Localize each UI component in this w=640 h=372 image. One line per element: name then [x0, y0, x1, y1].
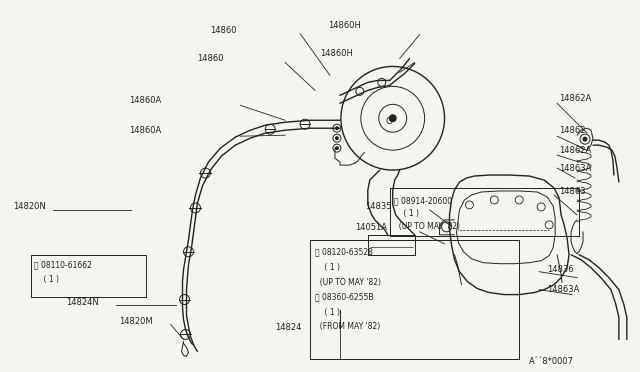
Text: Ⓑ 08110-61662: Ⓑ 08110-61662 [34, 261, 92, 270]
Text: 14836: 14836 [547, 265, 574, 274]
Text: 14862: 14862 [559, 126, 586, 135]
Text: (UP TO MAY '82): (UP TO MAY '82) [394, 222, 460, 231]
Text: (FROM MAY '82): (FROM MAY '82) [315, 323, 380, 331]
Circle shape [582, 137, 588, 142]
Text: 14835: 14835 [365, 202, 391, 211]
Circle shape [335, 126, 339, 130]
Text: ( 1 ): ( 1 ) [315, 308, 340, 317]
Circle shape [335, 136, 339, 140]
Text: G: G [385, 117, 392, 126]
Text: 14862A: 14862A [559, 145, 591, 155]
Text: (UP TO MAY '82): (UP TO MAY '82) [315, 278, 381, 287]
Text: ⓝ 08914-20600: ⓝ 08914-20600 [394, 196, 452, 205]
Text: A´´8*0007: A´´8*0007 [529, 357, 574, 366]
Text: ( 1 ): ( 1 ) [394, 209, 419, 218]
Bar [310, 240, 519, 359]
Circle shape [335, 146, 339, 150]
Text: 14860A: 14860A [129, 96, 161, 105]
Text: 14860: 14860 [211, 26, 237, 35]
Text: 14824N: 14824N [66, 298, 99, 307]
Bar [390, 188, 579, 236]
Text: ( 1 ): ( 1 ) [34, 275, 59, 284]
Text: 14862A: 14862A [559, 94, 591, 103]
Text: 14860H: 14860H [328, 21, 361, 30]
Circle shape [388, 114, 397, 122]
Text: 14863: 14863 [559, 187, 586, 196]
Bar [31, 255, 146, 296]
Text: 14820N: 14820N [13, 202, 46, 211]
Text: 14824: 14824 [275, 323, 301, 332]
Text: 14863A: 14863A [547, 285, 580, 294]
Text: Ⓑ 08360-6255B: Ⓑ 08360-6255B [315, 293, 374, 302]
Text: 14863A: 14863A [559, 164, 591, 173]
Text: 14051A: 14051A [355, 223, 387, 232]
Text: Ⓑ 08120-63528: Ⓑ 08120-63528 [315, 248, 373, 257]
Text: 14860H: 14860H [320, 49, 353, 58]
Text: 14860: 14860 [198, 54, 224, 63]
Text: ( 1 ): ( 1 ) [315, 263, 340, 272]
Text: 14820M: 14820M [119, 317, 152, 326]
Text: 14860A: 14860A [129, 126, 161, 135]
